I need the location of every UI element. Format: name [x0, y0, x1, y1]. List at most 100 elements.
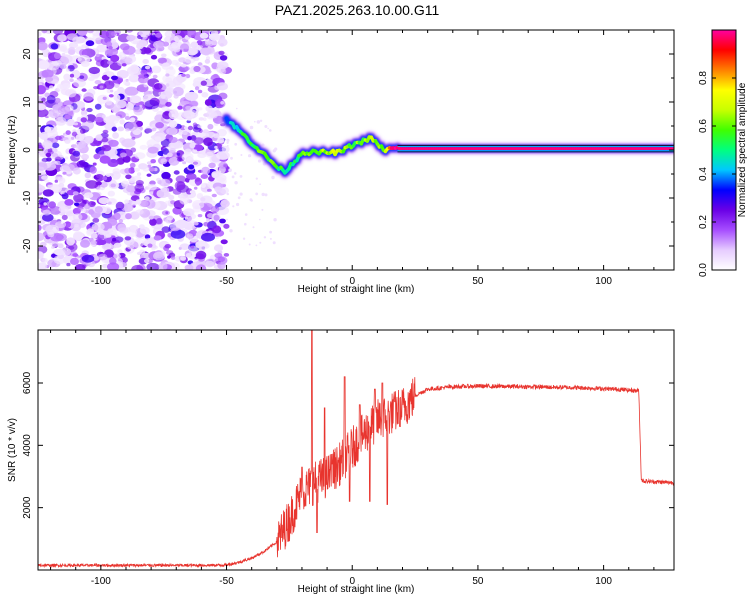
noise-blob: [218, 161, 228, 169]
noise-blob: [86, 228, 95, 235]
noise-blob: [124, 167, 132, 174]
noise-blob: [200, 174, 208, 179]
noise-blob: [103, 206, 112, 215]
noise-blob: [66, 88, 77, 98]
noise-blob: [166, 127, 178, 136]
noise-blob: [45, 152, 52, 158]
noise-blob: [97, 228, 104, 234]
colorbar-frame: [711, 29, 737, 271]
noise-dot: [269, 237, 272, 240]
noise-dot: [236, 107, 238, 110]
noise-blob: [129, 64, 140, 74]
noise-blob: [175, 62, 182, 67]
noise-blob: [63, 73, 71, 81]
noise-blob: [221, 145, 230, 153]
noise-blob: [124, 199, 130, 204]
noise-blob: [112, 168, 121, 175]
noise-blob: [199, 47, 212, 56]
noise-blob: [77, 30, 88, 36]
noise-blob: [38, 31, 42, 37]
noise-blob: [94, 116, 104, 123]
noise-blob: [95, 134, 103, 141]
noise-blob: [200, 80, 207, 86]
noise-blob: [165, 101, 172, 107]
snr-x-label: Height of straight line (km): [298, 584, 415, 595]
noise-dot: [263, 236, 267, 239]
noise-blob: [38, 95, 42, 100]
noise-blob: [47, 231, 55, 238]
noise-blob: [154, 136, 162, 142]
noise-blob: [49, 85, 54, 90]
colorbar-ticks: 0.0 0.2 0.4 0.6 0.8: [698, 29, 737, 277]
noise-blob: [155, 218, 163, 225]
noise-blob: [176, 152, 181, 156]
noise-blob: [129, 162, 136, 168]
noise-blob: [107, 190, 116, 197]
noise-blob: [117, 249, 123, 254]
noise-blob: [53, 52, 61, 59]
noise-blob: [88, 209, 95, 215]
noise-blob: [203, 137, 213, 146]
noise-blob: [214, 186, 223, 193]
noise-blob: [38, 184, 46, 193]
noise-blob: [113, 242, 122, 248]
x-tick-label: 100: [595, 576, 612, 587]
noise-blob: [92, 217, 100, 223]
noise-blob: [73, 122, 79, 126]
noise-blob: [110, 54, 120, 63]
noise-blob: [150, 54, 158, 60]
noise-blob: [148, 215, 154, 220]
noise-dot: [255, 177, 258, 180]
y-tick-label: 2000: [22, 496, 33, 519]
noise-blob: [39, 241, 47, 247]
noise-blob: [72, 253, 79, 257]
noise-blob: [89, 166, 97, 174]
noise-blob: [212, 173, 218, 177]
noise-dot: [234, 142, 238, 146]
noise-blob: [77, 54, 91, 65]
noise-blob: [115, 99, 127, 109]
noise-blob: [184, 264, 194, 270]
x-tick-label: 0: [349, 276, 355, 287]
noise-blob: [149, 218, 157, 226]
noise-blob: [54, 160, 61, 165]
noise-blob: [201, 232, 215, 242]
noise-dot: [226, 192, 229, 196]
noise-blob: [192, 122, 198, 127]
noise-blob: [74, 145, 78, 149]
noise-blob: [139, 255, 144, 259]
noise-blob: [219, 55, 228, 61]
noise-blob: [139, 144, 148, 150]
noise-blob: [136, 251, 142, 256]
noise-blob: [69, 73, 75, 78]
noise-blob: [94, 174, 104, 182]
y-tick-label: 4000: [22, 434, 33, 457]
noise-blob: [202, 151, 207, 156]
noise-blob: [135, 102, 140, 106]
noise-blob: [122, 45, 136, 55]
noise-blob: [41, 157, 49, 163]
noise-blob: [131, 264, 144, 270]
noise-blob: [186, 233, 194, 239]
noise-blob: [155, 32, 162, 38]
noise-blob: [184, 55, 196, 64]
noise-blob: [107, 228, 114, 233]
noise-blob: [57, 34, 67, 42]
noise-blob: [81, 254, 95, 263]
noise-blob: [140, 69, 148, 75]
noise-blob: [181, 152, 194, 162]
noise-blob: [62, 171, 67, 175]
noise-blob: [168, 136, 178, 143]
noise-blob: [197, 214, 203, 218]
noise-blob: [193, 186, 198, 190]
noise-dot: [231, 175, 235, 179]
noise-blob: [133, 175, 142, 181]
noise-blob: [193, 45, 199, 51]
noise-blob: [171, 113, 175, 118]
noise-blob: [59, 64, 67, 70]
noise-blob: [151, 65, 162, 74]
noise-blob: [62, 82, 71, 90]
noise-blob: [153, 235, 162, 241]
noise-blob: [212, 225, 222, 234]
